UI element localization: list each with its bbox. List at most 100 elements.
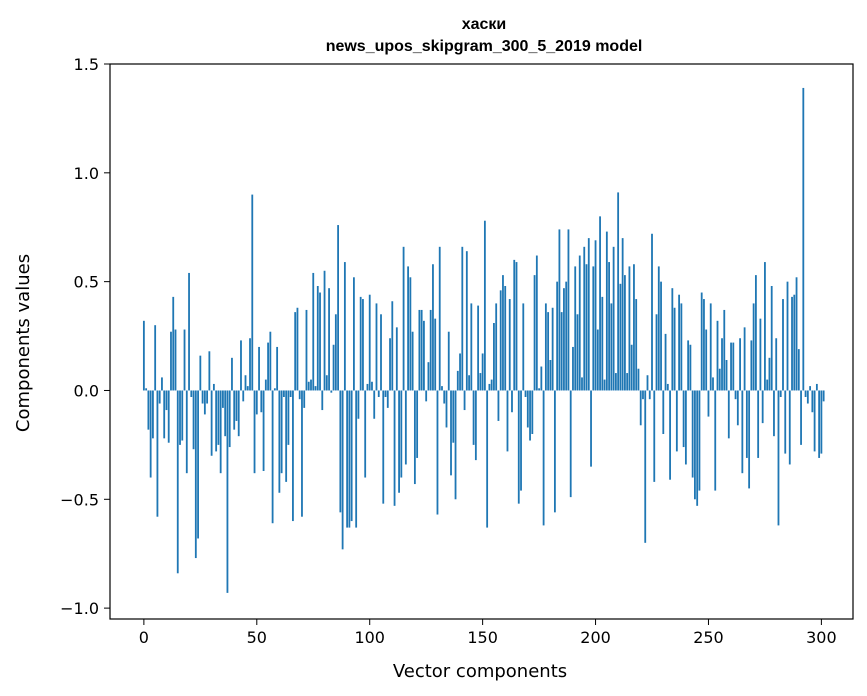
bar	[334, 314, 337, 391]
bar	[389, 338, 391, 391]
bar	[282, 390, 285, 397]
bar	[174, 329, 177, 391]
bar	[411, 331, 414, 391]
bar	[748, 390, 751, 489]
bar	[698, 390, 701, 491]
y-tick-label: 1.0	[74, 164, 99, 183]
bar	[768, 357, 771, 391]
bar	[734, 390, 737, 400]
bar	[269, 331, 272, 391]
bar	[255, 390, 258, 415]
bar	[273, 388, 276, 391]
bar	[456, 370, 459, 391]
bar	[339, 390, 342, 513]
bar	[691, 390, 694, 478]
bar	[330, 390, 333, 393]
bar	[477, 305, 480, 391]
bar	[142, 320, 145, 391]
bar	[775, 338, 778, 391]
bar	[675, 390, 678, 452]
bar	[576, 314, 579, 391]
bar	[452, 390, 455, 443]
bar	[549, 360, 552, 391]
bar	[766, 379, 769, 391]
bar	[725, 360, 728, 391]
bar	[161, 377, 163, 391]
bar	[700, 292, 703, 391]
bar	[237, 390, 240, 437]
bar	[244, 375, 247, 391]
bar	[242, 390, 245, 402]
bar	[210, 390, 213, 456]
bar	[226, 390, 229, 593]
bar	[443, 390, 446, 404]
bar	[285, 390, 288, 482]
bar	[357, 390, 360, 419]
bar	[222, 390, 224, 408]
bar	[253, 390, 256, 474]
bar	[540, 366, 543, 391]
bar	[682, 390, 685, 448]
bar	[416, 390, 419, 458]
bar	[217, 390, 220, 445]
bar	[152, 390, 154, 439]
bar	[199, 355, 202, 391]
bar	[770, 286, 773, 391]
bar	[427, 362, 430, 391]
bar	[569, 390, 572, 498]
bar	[341, 390, 344, 550]
bar	[429, 309, 432, 391]
bar	[296, 307, 299, 391]
x-tick-label: 100	[354, 628, 385, 647]
bar	[165, 390, 168, 411]
y-tick-label: 0.5	[74, 273, 99, 292]
bar	[240, 340, 242, 391]
bar	[206, 390, 209, 404]
bar	[224, 390, 227, 437]
bar	[474, 390, 477, 461]
bar	[192, 390, 195, 450]
bar	[386, 390, 389, 408]
bar	[504, 286, 507, 391]
bar	[481, 353, 484, 391]
bar	[441, 386, 443, 391]
bar	[262, 390, 265, 471]
x-tick-label: 200	[580, 628, 611, 647]
bar	[653, 390, 656, 482]
y-axis-label: Components values	[13, 254, 34, 432]
bar	[398, 390, 400, 493]
bar	[400, 390, 403, 478]
bar	[499, 290, 502, 391]
bar	[813, 390, 816, 452]
bar	[551, 307, 554, 391]
bar	[723, 309, 726, 391]
bar	[560, 312, 563, 391]
bar	[529, 390, 531, 441]
bar	[524, 390, 527, 397]
bar	[800, 390, 802, 445]
bar	[669, 390, 671, 480]
bar	[502, 275, 504, 391]
bar	[642, 390, 644, 400]
bar	[754, 275, 757, 391]
bar	[759, 318, 762, 391]
bar	[718, 368, 721, 391]
bar	[468, 375, 470, 391]
bar	[395, 327, 398, 391]
bar	[447, 331, 450, 391]
bar	[585, 264, 588, 391]
bar	[630, 344, 633, 391]
bar	[267, 342, 269, 391]
bar	[651, 233, 653, 391]
bar	[176, 390, 179, 574]
bar	[185, 390, 188, 474]
bar	[235, 390, 238, 421]
bar	[307, 381, 310, 391]
bar	[314, 386, 317, 391]
bar	[806, 390, 809, 404]
bar	[368, 294, 371, 391]
bar	[278, 390, 281, 493]
bar	[619, 283, 622, 391]
bar	[373, 390, 376, 419]
